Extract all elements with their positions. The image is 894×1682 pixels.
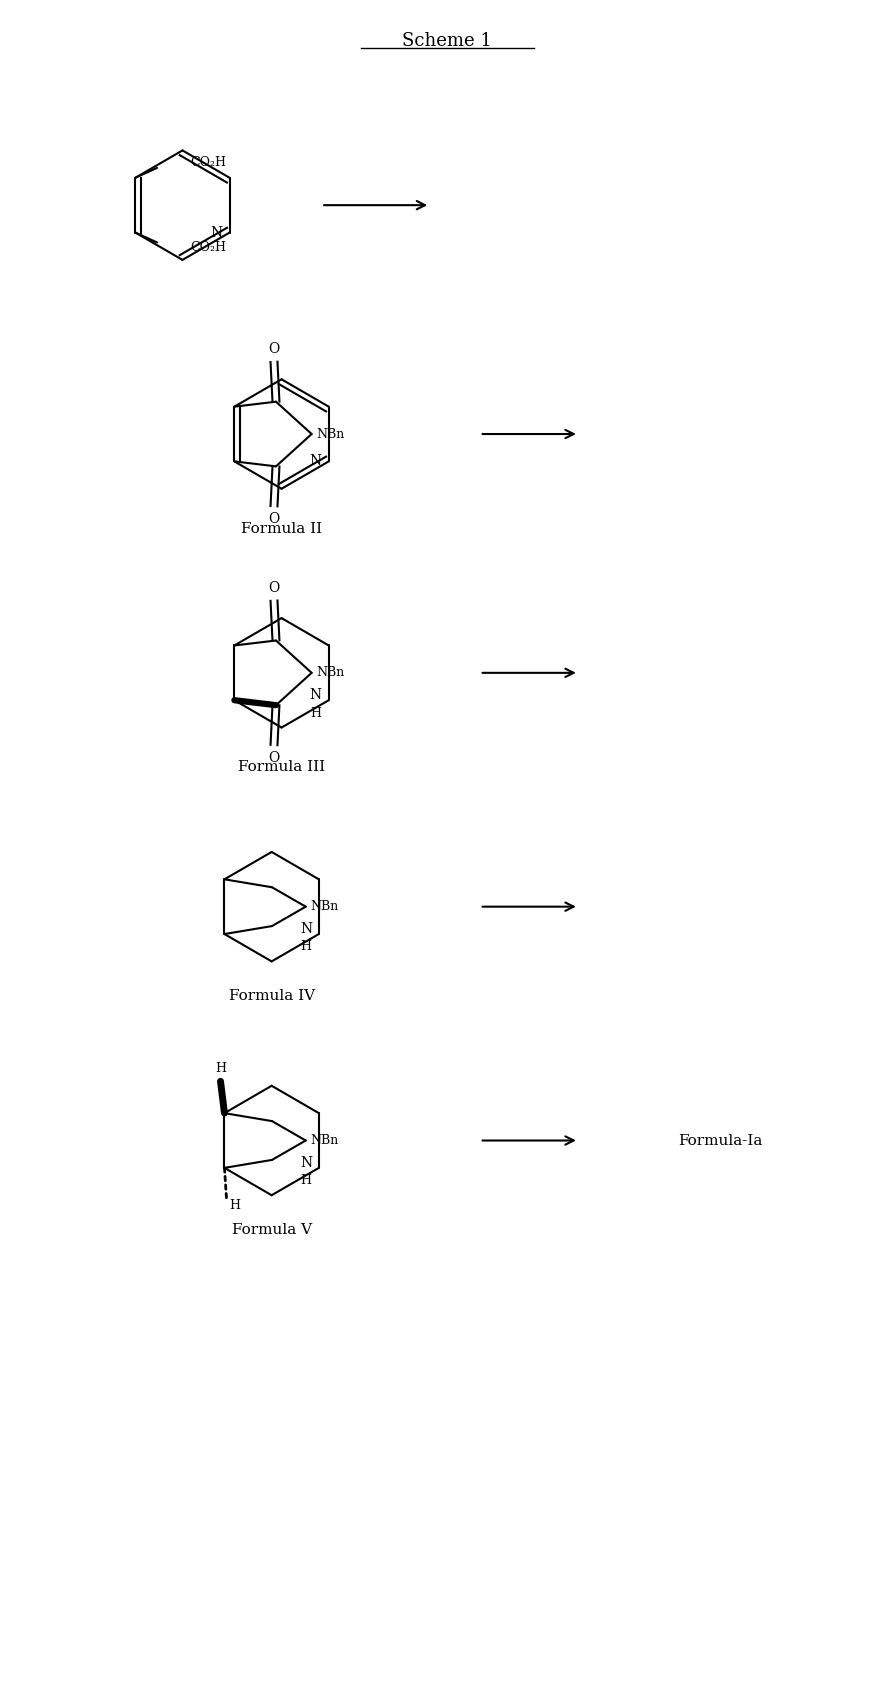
- Text: H: H: [300, 940, 311, 954]
- Text: NBn: NBn: [316, 427, 344, 441]
- Text: O: O: [268, 580, 279, 595]
- Text: O: O: [268, 511, 279, 526]
- Text: Formula V: Formula V: [232, 1223, 311, 1236]
- Text: NBn: NBn: [310, 1134, 339, 1147]
- Text: NBn: NBn: [316, 666, 344, 680]
- Text: H: H: [310, 706, 321, 720]
- Text: Formula IV: Formula IV: [228, 989, 315, 1002]
- Text: N: N: [299, 1156, 312, 1171]
- Text: CO₂H: CO₂H: [190, 241, 225, 254]
- Text: Formula-Ia: Formula-Ia: [677, 1134, 762, 1147]
- Text: O: O: [268, 341, 279, 357]
- Text: O: O: [268, 750, 279, 765]
- Text: Formula II: Formula II: [240, 521, 322, 535]
- Text: H: H: [300, 1174, 311, 1187]
- Text: CO₂H: CO₂H: [190, 156, 225, 170]
- Text: Scheme 1: Scheme 1: [401, 32, 492, 50]
- Text: Formula III: Formula III: [238, 760, 325, 774]
- Text: N: N: [299, 922, 312, 937]
- Text: N: N: [309, 454, 322, 468]
- Text: N: N: [309, 688, 322, 701]
- Text: NBn: NBn: [310, 900, 339, 913]
- Text: N: N: [210, 225, 223, 239]
- Text: H: H: [215, 1061, 226, 1075]
- Text: H: H: [229, 1199, 240, 1213]
